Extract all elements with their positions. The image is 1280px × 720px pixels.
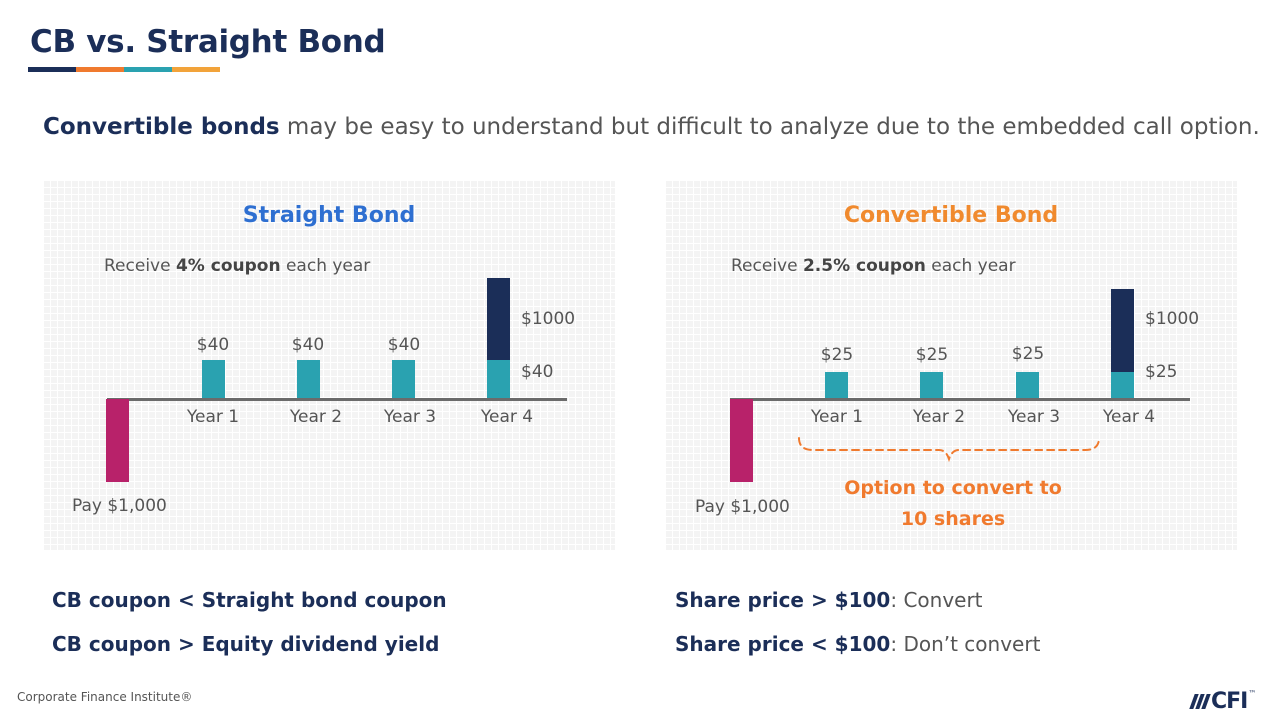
underline-segment — [172, 67, 220, 72]
option-line-1: Option to convert to — [844, 477, 1062, 499]
coupon-label-year-3: $40 — [387, 335, 421, 355]
principal-label: $1000 — [521, 309, 576, 329]
timeline-axis — [107, 398, 567, 401]
convertible-bond-title: Convertible Bond — [843, 203, 1059, 228]
payment-bar — [730, 399, 753, 482]
intro-bold: Convertible bonds — [43, 114, 280, 140]
underline-segment — [76, 67, 124, 72]
receive-coupon: 2.5% coupon — [802, 256, 926, 276]
coupon-label-year-2: $40 — [291, 335, 325, 355]
note-bold: Share price < $100 — [675, 632, 891, 656]
underline-segment — [28, 67, 76, 72]
principal-label: $1000 — [1145, 309, 1200, 329]
note-bold: CB coupon > Equity dividend yield — [52, 632, 440, 656]
receive-prefix: Receive — [104, 256, 176, 276]
option-text: Option to convert to 10 shares — [795, 473, 1111, 535]
footer-text: Corporate Finance Institute® — [17, 690, 193, 704]
underline-segment — [124, 67, 172, 72]
year-label-4: Year 4 — [1102, 407, 1156, 427]
receive-coupon: 4% coupon — [175, 256, 281, 276]
payment-bar — [106, 399, 129, 482]
receive-suffix: each year — [925, 256, 1016, 276]
pay-label: Pay $1,000 — [695, 497, 790, 517]
receive-suffix: each year — [280, 256, 371, 276]
note-left-2: CB coupon > Equity dividend yield — [52, 632, 439, 656]
note-rest: : Convert — [890, 588, 983, 612]
slide-title: CB vs. Straight Bond — [30, 24, 386, 60]
logo-text: CFI — [1211, 688, 1248, 714]
note-rest: : Don’t convert — [890, 632, 1041, 656]
convertible-bond-panel: Convertible Bond Receive 2.5% coupon eac… — [665, 180, 1237, 550]
year-label-3: Year 3 — [1007, 407, 1061, 427]
note-bold: CB coupon < Straight bond coupon — [52, 588, 447, 612]
receive-prefix: Receive — [731, 256, 803, 276]
year-label-1: Year 1 — [186, 407, 240, 427]
coupon-label-year-1: $25 — [820, 345, 854, 365]
principal-bar — [1111, 289, 1134, 372]
coupon-bar-year-3 — [1016, 372, 1039, 398]
cfi-logo: CFI ™ — [1189, 688, 1257, 714]
pay-label: Pay $1,000 — [72, 496, 167, 516]
note-right-2: Share price < $100: Don’t convert — [675, 632, 1040, 656]
intro-text: Convertible bonds may be easy to underst… — [43, 114, 1260, 140]
final-coupon-label: $25 — [1145, 362, 1178, 382]
title-underline — [28, 67, 220, 72]
note-bold: Share price > $100 — [675, 588, 891, 612]
coupon-label-year-1: $40 — [196, 335, 230, 355]
coupon-bar-year-1 — [825, 372, 848, 398]
coupon-bar-year-2 — [920, 372, 943, 398]
timeline-axis — [730, 398, 1190, 401]
year-label-2: Year 2 — [912, 407, 966, 427]
note-right-1: Share price > $100: Convert — [675, 588, 983, 612]
straight-bond-title: Straight Bond — [242, 203, 416, 228]
coupon-bar-year-4 — [487, 360, 510, 398]
coupon-label-year-3: $25 — [1011, 344, 1045, 364]
year-label-2: Year 2 — [289, 407, 343, 427]
coupon-bar-year-3 — [392, 360, 415, 398]
logo-tm: ™ — [1248, 688, 1257, 698]
straight-bond-panel: Straight Bond Receive 4% coupon each yea… — [43, 180, 615, 550]
coupon-bar-year-1 — [202, 360, 225, 398]
final-coupon-label: $40 — [521, 362, 554, 382]
year-label-1: Year 1 — [810, 407, 864, 427]
coupon-bar-year-4 — [1111, 372, 1134, 398]
straight-receive-text: Receive 4% coupon each year — [104, 256, 370, 276]
note-left-1: CB coupon < Straight bond coupon — [52, 588, 447, 612]
coupon-bar-year-2 — [297, 360, 320, 398]
convertible-receive-text: Receive 2.5% coupon each year — [731, 256, 1016, 276]
coupon-label-year-2: $25 — [915, 345, 949, 365]
option-line-2: 10 shares — [900, 508, 1006, 530]
principal-bar — [487, 278, 510, 360]
year-label-3: Year 3 — [383, 407, 437, 427]
conversion-brace — [798, 437, 1100, 463]
year-label-4: Year 4 — [480, 407, 534, 427]
intro-rest: may be easy to understand but difficult … — [279, 114, 1260, 140]
logo-stripes-icon — [1189, 693, 1211, 709]
